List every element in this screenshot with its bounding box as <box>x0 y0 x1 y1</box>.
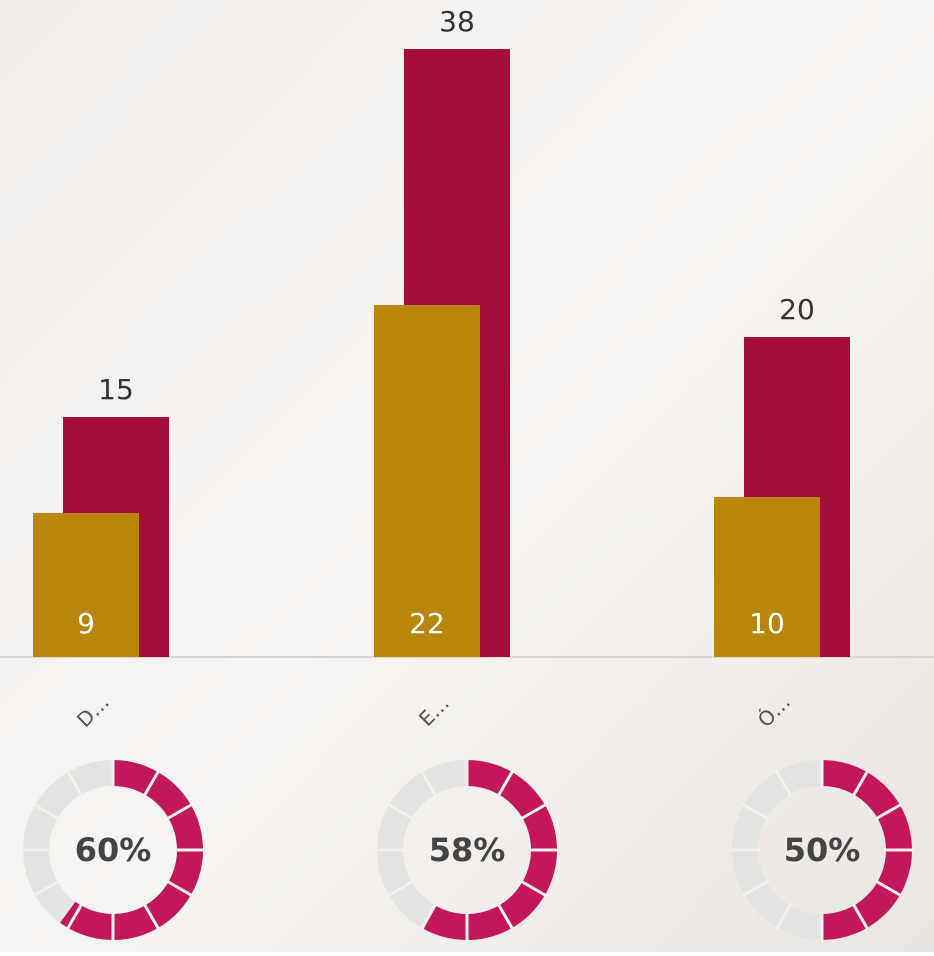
donut-label: 50% <box>784 831 861 869</box>
value-label: 20 <box>779 293 815 326</box>
bar <box>374 305 480 657</box>
page: {"chart_data": [ {"type": "bar", "catego… <box>0 0 934 956</box>
value-label: 38 <box>439 5 475 38</box>
donut-label: 58% <box>429 831 506 869</box>
value-label: 9 <box>77 607 95 640</box>
value-label: 22 <box>409 607 445 640</box>
value-label: 15 <box>98 373 134 406</box>
value-label: 10 <box>749 607 785 640</box>
donut-label: 60% <box>75 831 152 869</box>
dashboard: 15382092210D…E…Ó…60%58%50% <box>0 0 934 952</box>
